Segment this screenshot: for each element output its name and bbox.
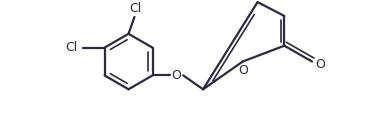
Text: Cl: Cl (130, 2, 142, 15)
Text: Cl: Cl (66, 41, 78, 54)
Text: O: O (238, 64, 248, 77)
Text: O: O (315, 58, 325, 71)
Text: O: O (171, 69, 181, 82)
